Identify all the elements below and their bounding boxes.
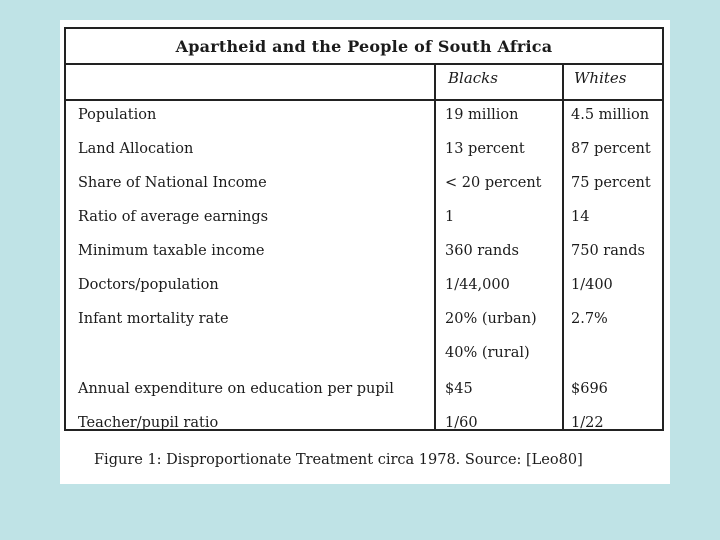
whites-value: 87 percent [571, 141, 651, 157]
whites-value: 750 rands [571, 243, 645, 259]
blacks-value: 19 million [445, 107, 519, 123]
row-label: Annual expenditure on education per pupi… [78, 381, 394, 397]
row-label: Ratio of average earnings [78, 209, 269, 225]
document-page: Apartheid and the People of South Africa… [60, 20, 670, 484]
row-label: Teacher/pupil ratio [78, 415, 219, 431]
row-label: Share of National Income [78, 175, 267, 191]
blacks-value: 1/44,000 [445, 277, 510, 293]
row-label: Land Allocation [78, 141, 194, 157]
row-label: Population [78, 107, 157, 123]
data-table: Apartheid and the People of South Africa… [64, 27, 664, 431]
blacks-value: 1/60 [445, 415, 478, 431]
column-divider [434, 63, 436, 429]
whites-value: 75 percent [571, 175, 651, 191]
row-label: Infant mortality rate [78, 311, 229, 327]
row-label: Minimum taxable income [78, 243, 265, 259]
table-title: Apartheid and the People of South Africa [66, 29, 662, 65]
figure-caption: Figure 1: Disproportionate Treatment cir… [94, 452, 583, 468]
blacks-value: 13 percent [445, 141, 525, 157]
blacks-value: < 20 percent [445, 175, 542, 191]
row-label: Doctors/population [78, 277, 219, 293]
blacks-value: $45 [445, 381, 473, 397]
whites-value: 4.5 million [571, 107, 650, 123]
blacks-value: 360 rands [445, 243, 519, 259]
whites-value: $696 [571, 381, 608, 397]
whites-value: 2.7% [571, 311, 608, 327]
column-divider [562, 63, 564, 429]
header-row: Blacks Whites [66, 63, 662, 101]
blacks-value: 1 [445, 209, 455, 225]
blacks-value: 20% (urban) [445, 311, 537, 327]
header-blacks: Blacks [448, 69, 498, 87]
whites-value: 14 [571, 209, 590, 225]
blacks-value: 40% (rural) [445, 345, 530, 361]
whites-value: 1/400 [571, 277, 613, 293]
whites-value: 1/22 [571, 415, 604, 431]
header-whites: Whites [574, 69, 627, 87]
